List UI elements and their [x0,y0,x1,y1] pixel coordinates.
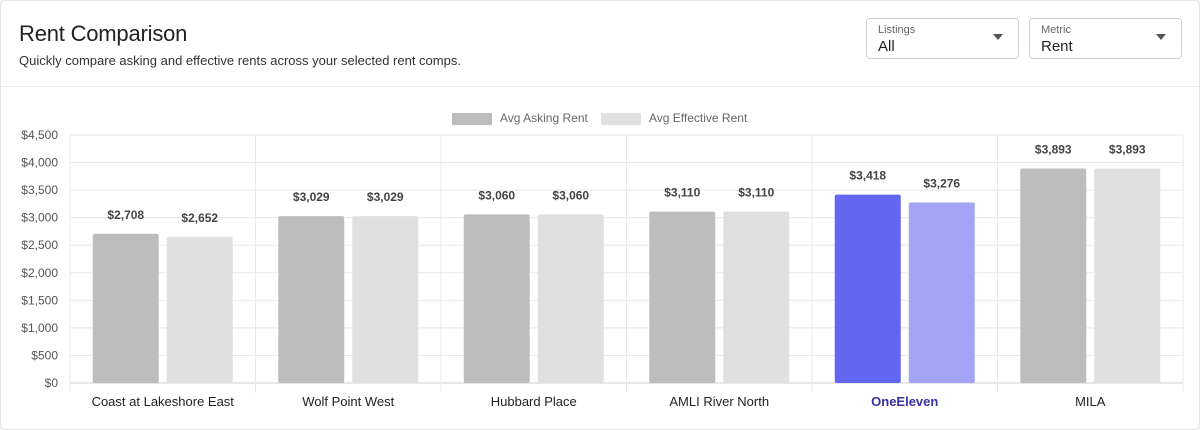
data-label: $3,110 [738,186,774,200]
data-label: $3,418 [849,169,886,183]
bar-asking [278,216,345,383]
y-tick-label: $2,500 [21,238,58,252]
y-tick-label: $0 [45,376,59,390]
data-label: $3,893 [1035,142,1072,156]
bar-effective [166,236,233,383]
x-tick-label: Hubbard Place [491,394,577,409]
metric-select-label: Metric [1041,24,1071,36]
bar-effective [352,216,419,383]
bar-effective [537,214,604,383]
bar-asking [1020,168,1087,383]
metric-select[interactable]: Metric Rent [1029,18,1182,59]
bar-asking [463,214,530,383]
chevron-down-icon [993,34,1003,40]
x-tick-label: AMLI River North [669,394,769,409]
y-tick-label: $1,000 [21,321,58,335]
x-tick-label: Wolf Point West [302,394,394,409]
data-label: $3,276 [923,176,960,190]
bar-effective [908,202,975,383]
y-tick-label: $3,000 [21,211,58,225]
page-subtitle: Quickly compare asking and effective ren… [19,53,461,68]
legend-label-asking: Avg Asking Rent [500,111,588,125]
bar-asking [834,194,901,383]
bar-asking [92,233,159,383]
y-tick-label: $3,500 [21,183,58,197]
data-label: $3,110 [664,186,700,200]
y-tick-label: $1,500 [21,293,58,307]
x-tick-label: Coast at Lakeshore East [92,394,235,409]
data-label: $2,708 [107,208,144,222]
header-divider [1,86,1199,87]
y-tick-label: $4,000 [21,156,58,170]
bar-asking [649,211,716,383]
metric-select-value: Rent [1041,38,1073,55]
listings-select-label: Listings [878,24,916,36]
x-tick-label: OneEleven [871,394,938,409]
chevron-down-icon [1156,34,1166,40]
data-label: $3,893 [1109,142,1146,156]
listings-select-value: All [878,38,895,55]
y-tick-label: $4,500 [21,128,58,142]
bar-effective [1094,168,1161,383]
data-label: $3,029 [293,190,330,204]
legend-label-effective: Avg Effective Rent [649,111,748,125]
listings-select[interactable]: Listings All [866,18,1019,59]
page-title: Rent Comparison [19,21,188,46]
data-label: $3,060 [478,188,515,202]
y-tick-label: $500 [31,348,58,362]
bar-effective [723,211,790,383]
data-label: $2,652 [181,211,218,225]
data-label: $3,060 [552,188,589,202]
x-tick-label: MILA [1075,394,1106,409]
legend-swatch-effective [601,113,641,125]
data-label: $3,029 [367,190,404,204]
legend-swatch-asking [452,113,492,125]
y-tick-label: $2,000 [21,266,58,280]
